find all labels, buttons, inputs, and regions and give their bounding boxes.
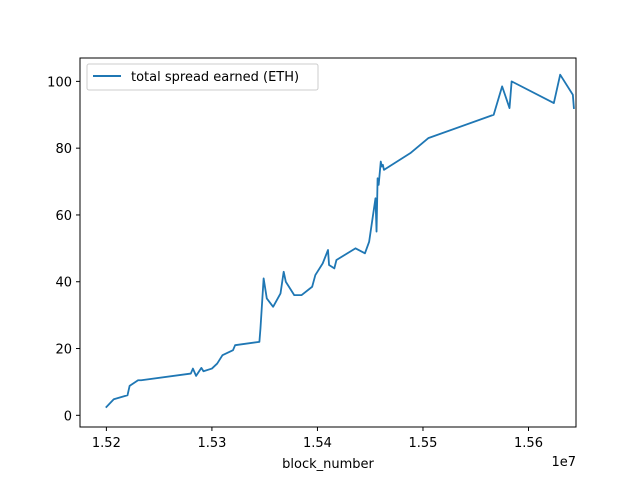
x-tick-label: 1.52	[92, 436, 121, 451]
x-tick-label: 1.53	[197, 436, 226, 451]
plot-layer	[105, 73, 575, 409]
y-tick-label: 80	[55, 142, 72, 157]
x-tick-label: 1.56	[514, 436, 543, 451]
x-tick-label: 1.54	[303, 436, 332, 451]
y-tick-label: 60	[55, 209, 72, 224]
x-tick-label: 1.55	[409, 436, 438, 451]
y-tick-label: 100	[47, 75, 72, 90]
y-tick-label: 40	[55, 276, 72, 291]
x-axis: 1.52 1.53 1.54 1.55 1.56	[92, 427, 543, 451]
legend-label: total spread earned (ETH)	[131, 70, 299, 85]
y-tick-label: 0	[64, 409, 72, 424]
x-axis-offset-label: 1e7	[551, 455, 576, 470]
y-tick-label: 20	[55, 343, 72, 358]
y-axis: 0 20 40 60 80 100	[47, 75, 80, 424]
legend: total spread earned (ETH)	[86, 63, 319, 91]
series-line-0	[105, 73, 575, 409]
legend-box	[86, 63, 319, 91]
x-axis-label: block_number	[282, 457, 374, 472]
plot-frame	[79, 57, 577, 428]
